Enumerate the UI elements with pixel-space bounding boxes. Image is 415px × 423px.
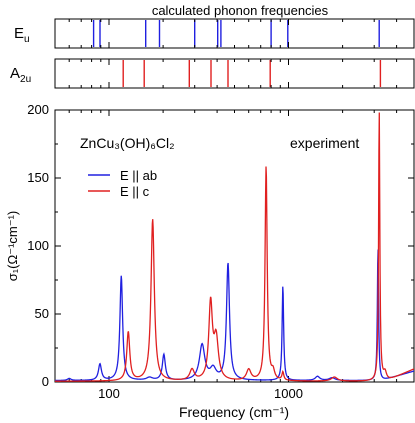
x-tick-label: 1000 bbox=[274, 386, 303, 401]
y-tick-label: 100 bbox=[27, 238, 49, 253]
figure-title: calculated phonon frequencies bbox=[152, 3, 329, 18]
a2u-frequency-lines bbox=[122, 60, 382, 87]
main-chart: 100 1000 0 50 100 150 200 ZnCu₃(OH)₆Cl₂ experi… bbox=[5, 19, 415, 420]
x-tick-label: 100 bbox=[98, 386, 120, 401]
legend-label-e-c: E || c bbox=[120, 184, 150, 199]
y-axis-label: σ₁(Ω⁻¹cm⁻¹) bbox=[5, 211, 20, 282]
sample-label: ZnCu₃(OH)₆Cl₂ bbox=[80, 135, 175, 151]
eu-frequency-lines bbox=[92, 20, 380, 47]
y-tick-label: 150 bbox=[27, 170, 49, 185]
spectra bbox=[55, 112, 414, 382]
y-tick-label: 0 bbox=[42, 374, 49, 389]
x-axis-label: Frequency (cm⁻¹) bbox=[179, 404, 289, 420]
a2u-panel-label: A2u bbox=[10, 65, 31, 85]
annotation-experiment: experiment bbox=[290, 135, 359, 151]
y-tick-label: 50 bbox=[35, 306, 49, 321]
legend-label-e-ab: E || ab bbox=[120, 168, 157, 183]
axis-ticks: 100 1000 0 50 100 150 200 bbox=[27, 19, 415, 401]
legend: E || ab E || c bbox=[88, 168, 157, 199]
eu-panel-label: Eu bbox=[14, 25, 30, 45]
eu-panel: Eu bbox=[14, 18, 415, 49]
y-tick-label: 200 bbox=[27, 102, 49, 117]
series-line-e-c bbox=[55, 112, 414, 382]
series-line-e-ab bbox=[55, 249, 414, 382]
a2u-panel: A2u bbox=[10, 58, 415, 89]
